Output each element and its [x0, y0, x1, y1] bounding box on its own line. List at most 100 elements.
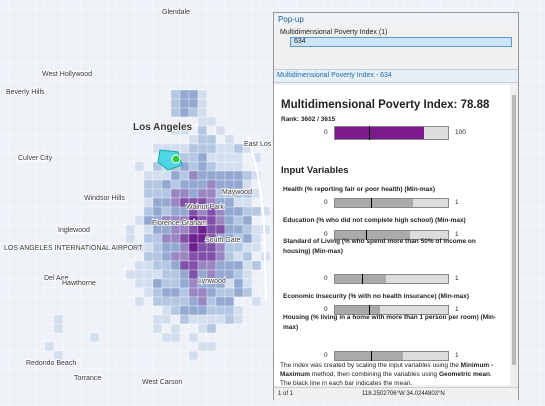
map-cell	[26, 278, 37, 289]
map-cell	[215, 80, 226, 91]
map-cell	[71, 53, 82, 64]
feature-link[interactable]: Multidimensional Poverty Index - 634	[274, 69, 518, 83]
map-cell	[179, 80, 190, 91]
map-cell	[0, 143, 10, 154]
map-cell	[233, 323, 244, 334]
map-cell	[8, 26, 19, 37]
variable-label: Housing (% living in a home with more th…	[283, 314, 497, 331]
map-cell	[260, 215, 271, 226]
map-cell	[215, 251, 226, 262]
map-cell	[197, 44, 208, 55]
map-cell	[215, 395, 226, 406]
map-cell	[134, 71, 145, 82]
map-cell	[152, 386, 163, 397]
map-cell	[188, 170, 199, 181]
map-cell	[206, 296, 217, 307]
map-cell	[143, 71, 154, 82]
tree-item[interactable]: Multidimensional Poverty Index (1)	[280, 29, 388, 36]
map-cell	[206, 44, 217, 55]
map-cell	[233, 341, 244, 352]
map-cell	[251, 341, 262, 352]
map-cell	[62, 44, 73, 55]
map-cell	[89, 260, 100, 271]
map-cell	[161, 62, 172, 73]
map-cell	[98, 233, 109, 244]
map-cell	[215, 26, 226, 37]
map-cell	[89, 134, 100, 145]
map-cell	[143, 179, 154, 190]
map-cell	[17, 26, 28, 37]
map-cell	[350, 0, 361, 10]
map-cell	[179, 251, 190, 262]
map-cell	[143, 98, 154, 109]
map-cell	[53, 134, 64, 145]
map-cell	[107, 143, 118, 154]
map-cell	[116, 161, 127, 172]
map-cell	[530, 161, 541, 172]
map-cell	[116, 125, 127, 136]
map-cell	[242, 323, 253, 334]
place-label: West Hollywood	[42, 71, 92, 78]
place-label: Del Aire	[44, 275, 69, 282]
map-cell	[35, 17, 46, 28]
map-cell	[188, 269, 199, 280]
map-cell	[206, 35, 217, 46]
map-cell	[224, 332, 235, 343]
map-cell	[125, 251, 136, 262]
map-cell	[116, 179, 127, 190]
map-cell	[26, 269, 37, 280]
map-cell	[161, 269, 172, 280]
map-cell	[0, 152, 10, 163]
map-cell	[242, 233, 253, 244]
map-cell	[224, 107, 235, 118]
map-cell	[521, 287, 532, 298]
map-cell	[62, 26, 73, 37]
place-label: West Carson	[142, 379, 182, 386]
map-cell	[197, 341, 208, 352]
map-cell	[251, 323, 262, 334]
map-cell	[215, 8, 226, 19]
map-cell	[116, 377, 127, 388]
map-cell	[233, 215, 244, 226]
map-cell	[260, 377, 271, 388]
map-cell	[521, 278, 532, 289]
map-cell	[161, 359, 172, 370]
map-cell	[188, 44, 199, 55]
map-cell	[539, 260, 545, 271]
bar-track	[334, 274, 449, 284]
map-cell	[539, 80, 545, 91]
map-cell	[251, 8, 262, 19]
place-label: Walnut Park	[186, 204, 224, 211]
map-cell	[26, 332, 37, 343]
map-cell	[53, 161, 64, 172]
map-cell	[17, 53, 28, 64]
map-cell	[44, 260, 55, 271]
scrollbar[interactable]	[510, 85, 518, 385]
map-cell	[521, 8, 532, 19]
map-cell	[170, 26, 181, 37]
map-cell	[44, 188, 55, 199]
map-cell	[26, 179, 37, 190]
map-cell	[242, 395, 253, 406]
map-cell	[233, 251, 244, 262]
map-cell	[44, 251, 55, 262]
map-cell	[71, 80, 82, 91]
map-cell	[0, 332, 10, 343]
map-cell	[0, 296, 10, 307]
map-cell	[251, 224, 262, 235]
map-cell	[116, 206, 127, 217]
map-cell	[89, 98, 100, 109]
scroll-thumb[interactable]	[512, 95, 516, 365]
map-cell	[206, 188, 217, 199]
map-cell	[62, 386, 73, 397]
map-cell	[71, 0, 82, 10]
map-cell	[161, 206, 172, 217]
map-cell	[0, 17, 10, 28]
footnote-part: Minimum - Maximum	[280, 362, 494, 378]
map-cell	[107, 161, 118, 172]
map-cell	[530, 62, 541, 73]
map-cell	[98, 80, 109, 91]
map-cell	[251, 17, 262, 28]
selected-feature[interactable]: 634	[290, 37, 512, 47]
map-cell	[89, 8, 100, 19]
